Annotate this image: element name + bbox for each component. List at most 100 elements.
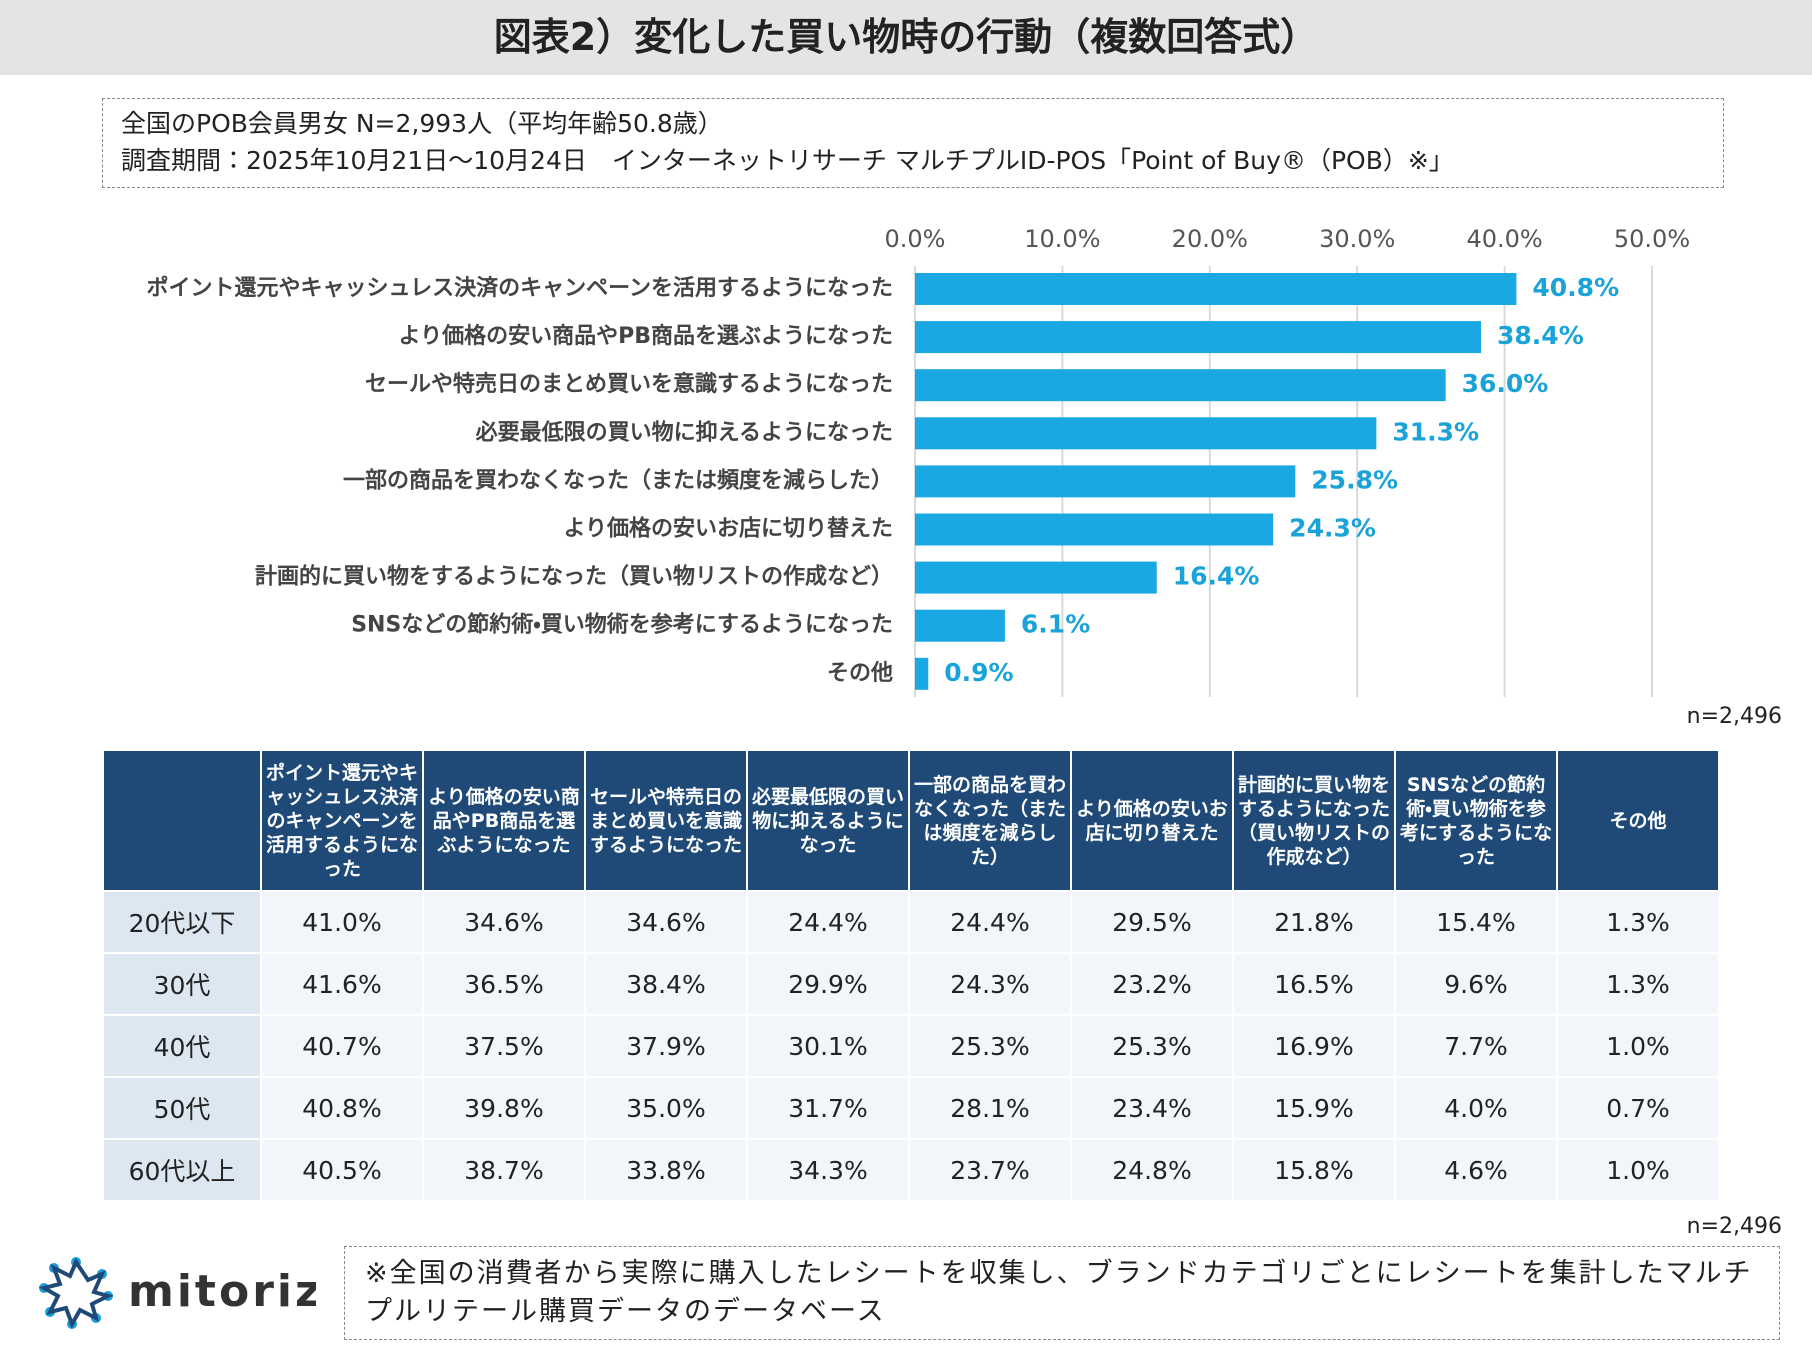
table-cell: 21.8% (1232, 890, 1396, 954)
value-label: 16.4% (1173, 562, 1260, 591)
table-cell: 29.9% (746, 952, 910, 1016)
table-cell: 24.3% (908, 952, 1072, 1016)
table-cell: 4.6% (1394, 1138, 1558, 1202)
table-cell: 24.8% (1070, 1138, 1234, 1202)
table-cell: 33.8% (584, 1138, 748, 1202)
value-label: 40.8% (1532, 273, 1619, 302)
table-row: 40代 40.7% 37.5% 37.9% 30.1% 25.3% 25.3% 16.9% 7.… (102, 1014, 1720, 1078)
table-row: 60代以上 40.5% 38.7% 33.8% 34.3% 23.7% 24.8% 15.8%… (102, 1138, 1720, 1202)
bar (915, 369, 1446, 402)
x-tick-label: 40.0% (1466, 225, 1542, 253)
bar (915, 609, 1005, 642)
info-line: 全国のPOB会員男女 N=2,993人（平均年齢50.8歳） (121, 109, 723, 138)
column-header: セールや特売日のまとめ買いを意識するようになった (584, 749, 748, 892)
bar (915, 561, 1157, 594)
table-cell: 41.0% (260, 890, 424, 954)
row-label: 20代以下 (102, 890, 262, 954)
table-cell: 4.0% (1394, 1076, 1558, 1140)
x-tick-label: 50.0% (1614, 225, 1690, 253)
page-title: 図表2）変化した買い物時の行動（複数回答式） (0, 0, 1812, 75)
table-cell: 29.5% (1070, 890, 1234, 954)
value-label: 36.0% (1462, 369, 1549, 398)
table-cell: 7.7% (1394, 1014, 1558, 1078)
column-header: SNSなどの節約術・買い物術を参考にするようになった (1394, 749, 1558, 892)
table-note: n=2,496 (1686, 1214, 1782, 1239)
category-label: セールや特売日のまとめ買いを意識するようになった (365, 371, 893, 397)
data-table: ポイント還元やキャッシュレス決済のキャンペーンを活用するようになった より価格の安… (102, 749, 1720, 1202)
table-cell: 41.6% (260, 952, 424, 1016)
table-cell: 23.4% (1070, 1076, 1234, 1140)
value-label: 25.8% (1311, 465, 1398, 494)
table-cell: 37.9% (584, 1014, 748, 1078)
logo-text: mitoriz (128, 1266, 316, 1317)
category-label: ポイント還元やキャッシュレス決済のキャンペーンを活用するようになった (147, 275, 893, 301)
table-cell: 40.5% (260, 1138, 424, 1202)
value-label: 24.3% (1289, 514, 1376, 543)
column-header: より価格の安い商品やPB商品を選ぶようになった (422, 749, 586, 892)
table-cell: 40.7% (260, 1014, 424, 1078)
x-tick-label: 20.0% (1172, 225, 1248, 253)
table-cell: 37.5% (422, 1014, 586, 1078)
chart: 0.0% 10.0% 20.0% 30.0% 40.0% 50.0% ポイント還元やキャッシ… (147, 225, 1690, 697)
table-cell: 1.3% (1556, 952, 1720, 1016)
table-cell: 35.0% (584, 1076, 748, 1140)
column-header: その他 (1556, 749, 1720, 892)
category-label: 一部の商品を買わなくなった（または頻度を減らした） (343, 467, 893, 493)
table-cell: 30.1% (746, 1014, 910, 1078)
row-label: 50代 (102, 1076, 262, 1140)
table-cell: 28.1% (908, 1076, 1072, 1140)
table-cell: 15.9% (1232, 1076, 1396, 1140)
chart-note: n=2,496 (1686, 704, 1782, 729)
bar (915, 321, 1482, 354)
info-line: 調査期間：2025年10月21日〜10月24日 インターネットリサーチ マルチプ… (121, 146, 1454, 175)
info-box: 全国のPOB会員男女 N=2,993人（平均年齢50.8歳） 調査期間：2025… (102, 98, 1724, 188)
table-row: 20代以下 41.0% 34.6% 34.6% 24.4% 24.4% 29.5% 21.8%… (102, 890, 1720, 954)
table-cell: 24.4% (908, 890, 1072, 954)
logo: mitoriz (38, 1257, 316, 1329)
table-cell: 40.8% (260, 1076, 424, 1140)
row-label: 60代以上 (102, 1138, 262, 1202)
bar (915, 657, 929, 690)
bar (915, 273, 1517, 305)
table-row: 30代 41.6% 36.5% 38.4% 29.9% 24.3% 23.2% 16.5% 9.… (102, 952, 1720, 1016)
table-cell: 16.9% (1232, 1014, 1396, 1078)
value-label: 6.1% (1021, 610, 1090, 639)
table-cell: 31.7% (746, 1076, 910, 1140)
x-tick-label: 10.0% (1024, 225, 1100, 253)
table-cell: 15.4% (1394, 890, 1558, 954)
logo-icon (38, 1257, 114, 1329)
column-header: より価格の安いお店に切り替えた (1070, 749, 1234, 892)
table-cell: 9.6% (1394, 952, 1558, 1016)
table-cell: 39.8% (422, 1076, 586, 1140)
table-cell: 1.0% (1556, 1014, 1720, 1078)
table-cell: 15.8% (1232, 1138, 1396, 1202)
row-label: 40代 (102, 1014, 262, 1078)
table-cell: 34.3% (746, 1138, 910, 1202)
table-cell: 38.7% (422, 1138, 586, 1202)
table-cell: 1.0% (1556, 1138, 1720, 1202)
table-body: 20代以下 41.0% 34.6% 34.6% 24.4% 24.4% 29.5% 21.8%… (102, 890, 1720, 1202)
column-header: 一部の商品を買わなくなった（または頻度を減らした） (908, 749, 1072, 892)
table-cell: 34.6% (422, 890, 586, 954)
row-label: 30代 (102, 952, 262, 1016)
category-label: 必要最低限の買い物に抑えるようになった (476, 419, 893, 445)
x-tick-label: 0.0% (885, 225, 946, 253)
table-cell: 25.3% (908, 1014, 1072, 1078)
footer-note: ※全国の消費者から実際に購入したレシートを収集し、ブランドカテゴリごとにレシート… (344, 1246, 1780, 1340)
column-header: 計画的に買い物をするようになった（買い物リストの作成など） (1232, 749, 1396, 892)
category-label: より価格の安いお店に切り替えた (563, 516, 893, 542)
bar (915, 417, 1377, 450)
table-cell: 36.5% (422, 952, 586, 1016)
column-header: ポイント還元やキャッシュレス決済のキャンペーンを活用するようになった (260, 749, 424, 892)
table-cell: 24.4% (746, 890, 910, 954)
table-cell: 23.2% (1070, 952, 1234, 1016)
header-row: ポイント還元やキャッシュレス決済のキャンペーンを活用するようになった より価格の安… (102, 749, 1720, 892)
category-label: より価格の安い商品やPB商品を選ぶようになった (399, 323, 893, 349)
category-label: SNSなどの節約術・買い物術を参考にするようになった (351, 612, 893, 638)
bar (915, 465, 1296, 498)
table-row: 50代 40.8% 39.8% 35.0% 31.7% 28.1% 23.4% 15.9% 4.… (102, 1076, 1720, 1140)
column-header: 必要最低限の買い物に抑えるようになった (746, 749, 910, 892)
table-cell: 25.3% (1070, 1014, 1234, 1078)
x-tick-label: 30.0% (1319, 225, 1395, 253)
